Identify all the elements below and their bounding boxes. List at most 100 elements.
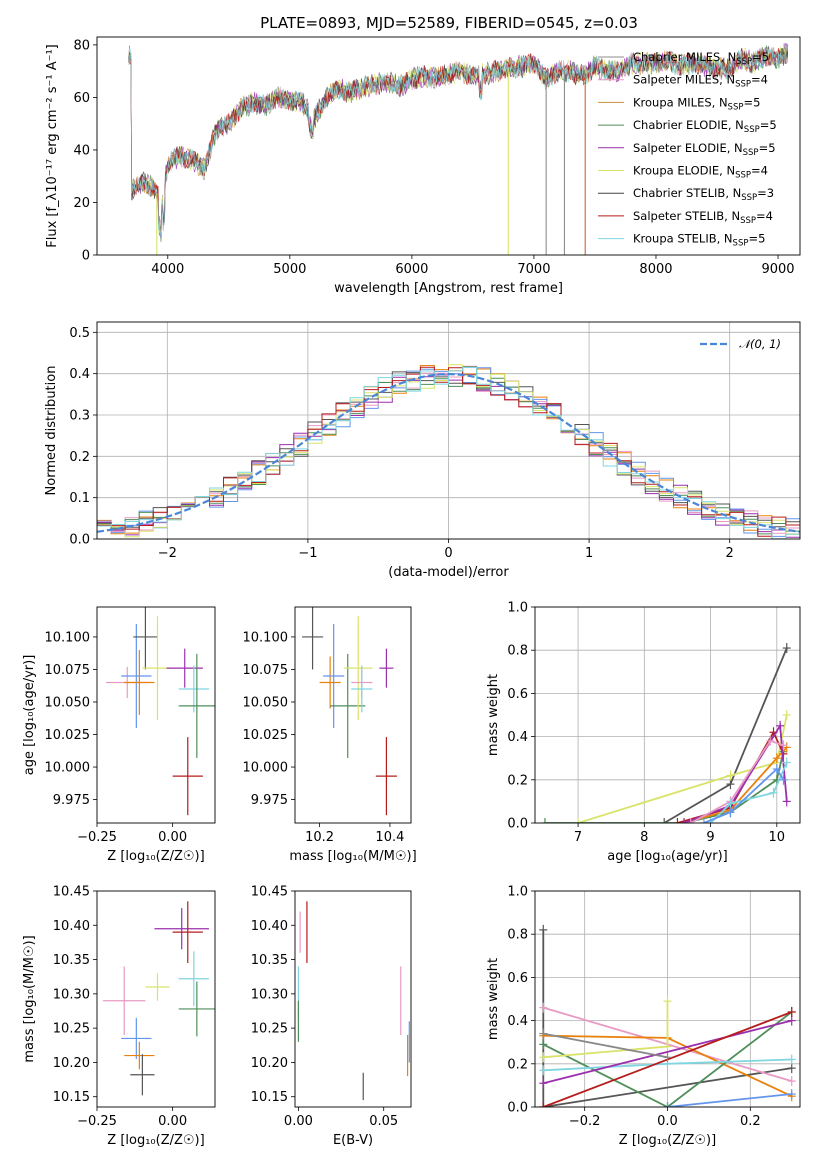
x-tick-label: 0.0 [657, 1114, 678, 1129]
x-tick-label: 9000 [761, 262, 794, 277]
legend-entry-sub: SSP [735, 171, 751, 181]
y-tick-label: 9.975 [251, 793, 288, 808]
y-tick-label: 0.2 [507, 1057, 528, 1072]
y-tick-label: 0.0 [507, 1101, 528, 1116]
x-tick-label: 0.2 [740, 1114, 761, 1129]
legend-entry-count: =3 [757, 186, 774, 200]
legend-entry-count: =5 [752, 50, 769, 64]
legend-entry-sub: SSP [743, 148, 759, 158]
gaussian-curve [97, 372, 800, 533]
plot-area [106, 607, 215, 816]
y-tick-label: 10.000 [45, 761, 91, 776]
y-tick-label: 10.35 [53, 953, 90, 968]
y-tick-label: 10.025 [243, 728, 289, 743]
spectrum-series-line [128, 43, 789, 237]
y-tick-label: 0.6 [507, 687, 528, 702]
weight-series-line [703, 767, 785, 823]
y-axis-label: Flux [f_λ10⁻¹⁷ erg cm⁻² s⁻¹ A⁻¹] [45, 44, 60, 248]
x-tick-label: 5000 [273, 262, 306, 277]
plot-area [540, 643, 791, 823]
y-tick-label: 0.6 [507, 971, 528, 986]
y-axis-label: age [log₁₀(age/yr)] [22, 655, 37, 776]
plot-area [297, 901, 410, 1101]
legend-entry: Kroupa ELODIE, NSSP=4 [633, 164, 768, 181]
y-tick-label: 10.000 [243, 761, 289, 776]
y-tick-label: 0.0 [507, 817, 528, 832]
legend-entry-name: Salpeter MILES, N [633, 73, 735, 87]
chart-mass-vs-Z: −0.25 0.00 10.15 10.20 10.25 10.30 10.35 10.40 1… [22, 885, 216, 1148]
y-tick-label: 10.45 [251, 885, 288, 900]
legend-entry-sub: SSP [740, 216, 756, 226]
y-tick-label: 0.2 [69, 450, 90, 465]
legend-entry-sub: SSP [728, 102, 744, 112]
legend-entry: Chabrier MILES, NSSP=5 [633, 50, 769, 67]
y-tick-label: 10.40 [251, 919, 288, 934]
weight-series-line [663, 647, 788, 823]
chart-residual-hist: −2 −1 0 1 2 0.0 0.1 0.2 0.3 0.4 0.5 (data-model)/er… [44, 321, 801, 580]
y-tick-label: 10.30 [53, 987, 90, 1002]
x-tick-label: −0.25 [77, 1114, 117, 1129]
x-tick-label: 10.2 [305, 830, 334, 845]
legend-entry-count: =4 [751, 73, 768, 87]
legend-entry-name: Salpeter STELIB, N [633, 209, 740, 223]
y-tick-label: 0.0 [69, 533, 90, 548]
x-tick-label: 2 [726, 546, 734, 561]
plot-area [128, 43, 789, 255]
y-tick-label: 10.15 [53, 1090, 90, 1105]
legend-entry-name: Chabrier ELODIE, N [633, 118, 744, 132]
legend-entry: Chabrier STELIB, NSSP=3 [633, 186, 774, 203]
weight-series-line [709, 762, 788, 823]
weight-series-line [544, 751, 785, 823]
weight-series-line [542, 929, 792, 1107]
weight-series-line [543, 1019, 792, 1085]
y-tick-label: 0.4 [507, 1014, 528, 1029]
axes-frame [96, 36, 801, 256]
figure-title: PLATE=0893, MJD=52589, FIBERID=0545, z=0… [260, 14, 638, 32]
y-tick-label: 0.8 [507, 644, 528, 659]
x-tick-label: 10 [769, 830, 786, 845]
y-tick-label: 0.8 [507, 928, 528, 943]
x-axis-label: (data-model)/error [388, 565, 509, 580]
weight-series-line [667, 1093, 792, 1107]
legend-entry-name: Kroupa ELODIE, N [633, 164, 735, 178]
axes-frame [96, 321, 801, 540]
y-tick-label: 0 [82, 249, 90, 264]
legend-entry-name: Kroupa STELIB, N [633, 232, 733, 246]
y-tick-label: 20 [73, 196, 90, 211]
weight-series-line [542, 1011, 793, 1107]
legend-entry: Kroupa MILES, NSSP=5 [633, 95, 760, 112]
legend-entry-sub: SSP [741, 193, 757, 203]
chart-weight-vs-Z: −0.2 0.0 0.2 0.0 0.2 0.4 0.6 0.8 1.0 Z [log₁₀(Z/Z… [486, 885, 801, 1148]
y-tick-label: 10.45 [53, 885, 90, 900]
x-tick-label: 4000 [151, 262, 184, 277]
x-tick-label: 7 [574, 830, 582, 845]
legend-entry: 𝒩(0, 1) [739, 337, 781, 351]
weight-series-line [690, 739, 784, 823]
y-tick-label: 10.050 [243, 695, 289, 710]
y-tick-label: 0.4 [69, 367, 90, 382]
legend-entry-sub: SSP [735, 80, 751, 90]
y-tick-label: 10.075 [243, 663, 289, 678]
y-tick-label: 1.0 [507, 885, 528, 900]
legend-entry-name: Salpeter ELODIE, N [633, 141, 743, 155]
weight-series-line [543, 1001, 669, 1059]
plot-area [97, 364, 800, 539]
x-tick-label: −2 [158, 546, 177, 561]
y-tick-label: 0.4 [507, 730, 528, 745]
spectrum-series-line [128, 47, 789, 233]
y-tick-label: 10.075 [45, 663, 91, 678]
chart-weight-vs-age: 7 8 9 10 0.0 0.2 0.4 0.6 0.8 1.0 age [log₁₀(age/yr… [486, 601, 801, 864]
histogram-series [97, 367, 800, 539]
chart-mass-vs-ebv: 0.00 0.05 10.15 10.20 10.25 10.30 10.35 10.40 10… [251, 885, 412, 1148]
x-tick-label: −0.25 [77, 830, 117, 845]
legend-entry: Salpeter ELODIE, NSSP=5 [633, 141, 776, 158]
axes-frame [534, 890, 801, 1108]
legend-entry-sub: SSP [744, 125, 760, 135]
plot-area [103, 901, 215, 1096]
chart-spectrum: 4000 5000 6000 7000 8000 9000 0 20 40 60 80 wavelen… [45, 36, 801, 296]
legend-entry-name: Kroupa MILES, N [633, 95, 728, 109]
chart-age-vs-Z: −0.25 0.00 9.975 10.000 10.025 10.050 10.075 10… [22, 606, 216, 864]
x-tick-label: 0.05 [369, 1114, 398, 1129]
